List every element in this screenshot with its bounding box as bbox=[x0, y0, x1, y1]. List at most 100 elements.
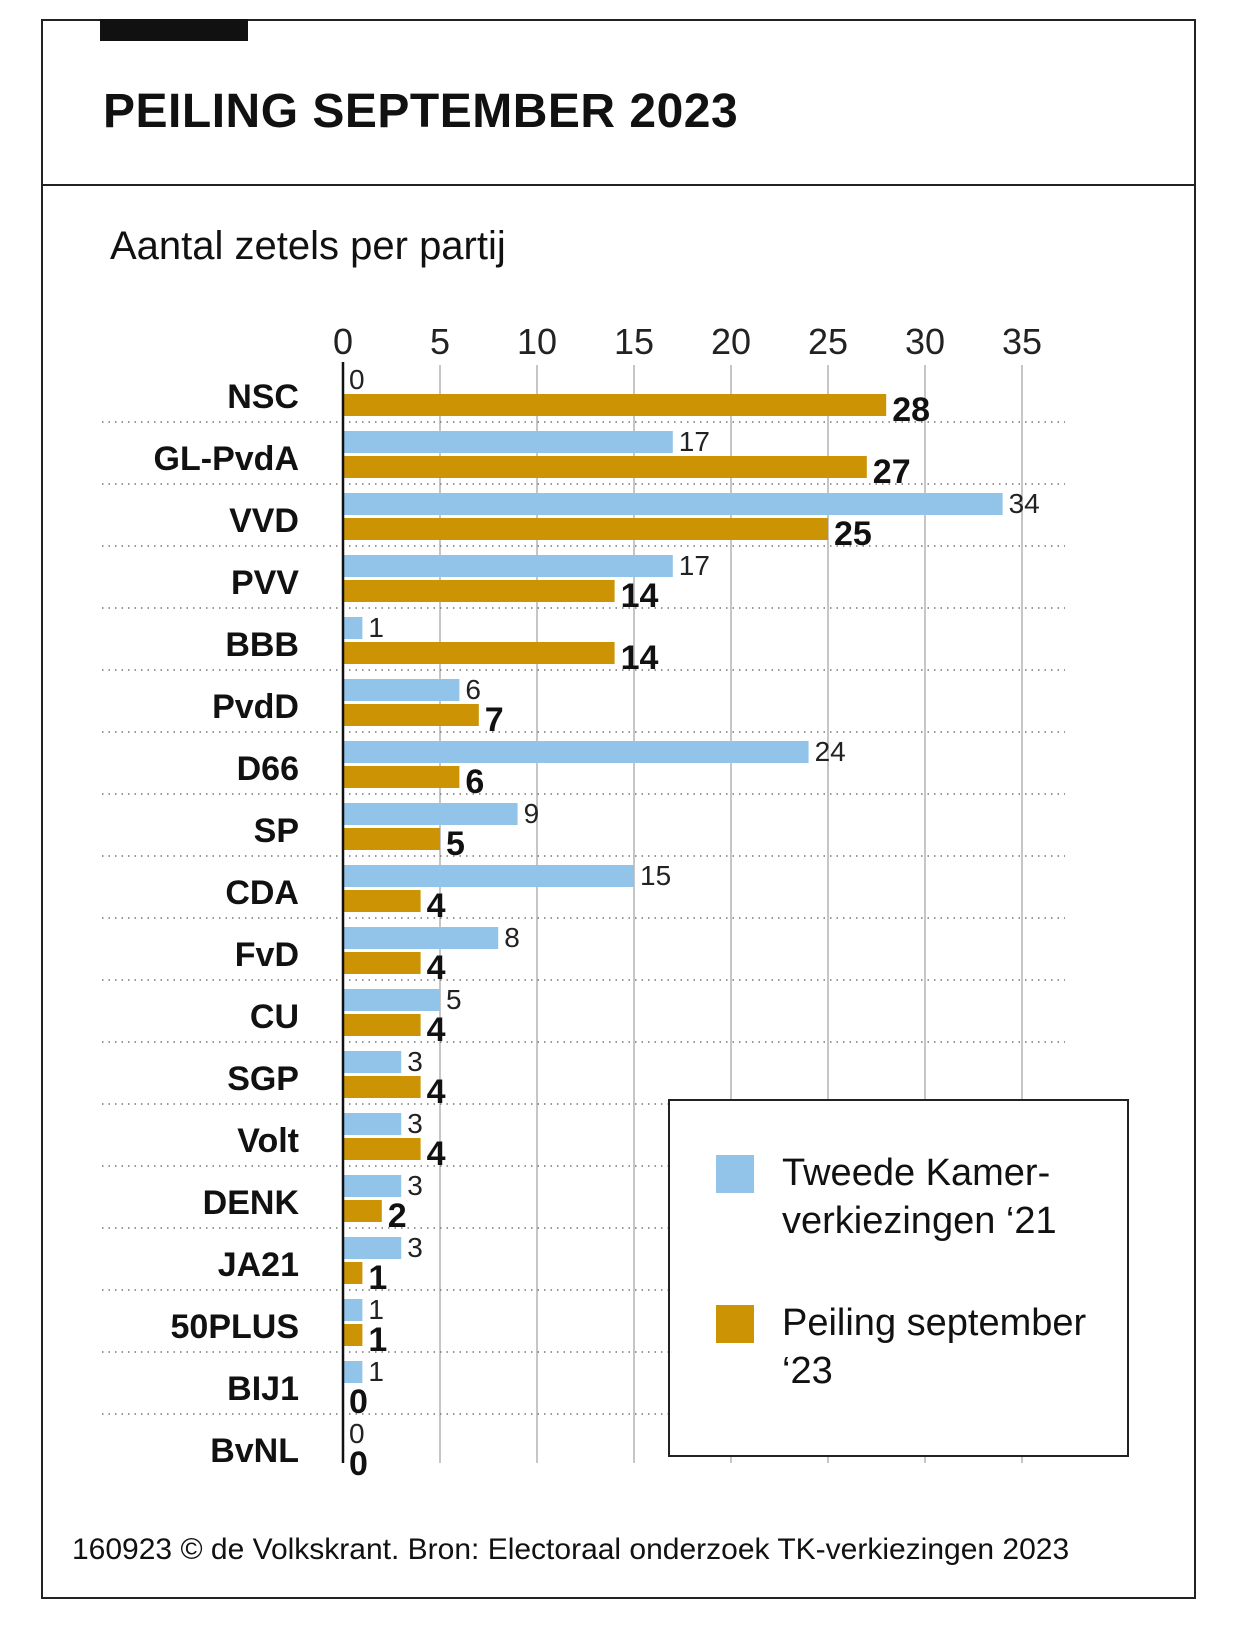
bar-peiling bbox=[343, 766, 460, 788]
x-tick-label: 0 bbox=[333, 321, 353, 362]
chart-subtitle: Aantal zetels per partij bbox=[110, 224, 506, 268]
bar-peiling bbox=[343, 518, 828, 540]
bar-tk21 bbox=[343, 1361, 363, 1383]
x-tick-label: 30 bbox=[905, 321, 945, 362]
bar-peiling bbox=[343, 1324, 363, 1346]
bar-tk21 bbox=[343, 617, 363, 639]
value-label-tk21: 17 bbox=[679, 550, 710, 581]
category-label: PVV bbox=[231, 564, 299, 602]
value-label-tk21: 0 bbox=[349, 1418, 365, 1449]
category-label: FvD bbox=[235, 936, 299, 974]
category-label: BvNL bbox=[210, 1432, 299, 1470]
category-label: D66 bbox=[237, 750, 299, 788]
x-tick-label: 25 bbox=[808, 321, 848, 362]
bar-tk21 bbox=[343, 741, 809, 763]
bar-peiling bbox=[343, 642, 615, 664]
value-label-peiling: 27 bbox=[873, 453, 911, 491]
bar-tk21 bbox=[343, 1175, 402, 1197]
x-tick-label: 35 bbox=[1002, 321, 1042, 362]
value-label-peiling: 1 bbox=[368, 1259, 387, 1297]
header-accent-bar bbox=[100, 19, 248, 41]
category-label: NSC bbox=[227, 378, 299, 416]
bar-tk21 bbox=[343, 989, 440, 1011]
category-label: VVD bbox=[229, 502, 299, 540]
value-label-tk21: 24 bbox=[815, 736, 846, 767]
legend-label-tk21: Tweede Kamer-verkiezingen ‘21 bbox=[782, 1152, 1057, 1242]
bar-tk21 bbox=[343, 1299, 363, 1321]
category-label: SGP bbox=[227, 1060, 299, 1098]
bar-tk21 bbox=[343, 865, 634, 887]
category-label: DENK bbox=[203, 1184, 300, 1222]
bar-peiling bbox=[343, 1262, 363, 1284]
bar-tk21 bbox=[343, 1237, 402, 1259]
value-label-tk21: 6 bbox=[465, 674, 481, 705]
value-label-tk21: 5 bbox=[446, 984, 462, 1015]
bar-peiling bbox=[343, 952, 421, 974]
value-label-tk21: 3 bbox=[407, 1108, 423, 1139]
legend: Tweede Kamer-verkiezingen ‘21 Peiling se… bbox=[668, 1099, 1129, 1457]
chart-frame bbox=[41, 19, 1196, 1599]
x-tick-label: 20 bbox=[711, 321, 751, 362]
value-label-peiling: 6 bbox=[465, 763, 484, 801]
bar-tk21 bbox=[343, 927, 499, 949]
value-label-peiling: 4 bbox=[427, 1073, 446, 1111]
value-label-tk21: 34 bbox=[1009, 488, 1040, 519]
category-label: CU bbox=[250, 998, 299, 1036]
value-label-peiling: 4 bbox=[427, 949, 446, 987]
value-label-peiling: 2 bbox=[388, 1197, 407, 1235]
legend-swatch-peiling bbox=[716, 1305, 754, 1343]
chart-title: PEILING SEPTEMBER 2023 bbox=[103, 85, 739, 138]
value-label-tk21: 3 bbox=[407, 1232, 423, 1263]
category-label: BBB bbox=[225, 626, 299, 664]
bar-peiling bbox=[343, 1138, 421, 1160]
value-label-peiling: 1 bbox=[368, 1321, 387, 1359]
bar-tk21 bbox=[343, 431, 673, 453]
category-label: 50PLUS bbox=[171, 1308, 300, 1346]
value-label-peiling: 0 bbox=[349, 1383, 368, 1421]
x-tick-label: 5 bbox=[430, 321, 450, 362]
bar-peiling bbox=[343, 394, 887, 416]
value-label-tk21: 17 bbox=[679, 426, 710, 457]
value-label-peiling: 4 bbox=[427, 1135, 446, 1173]
value-label-peiling: 0 bbox=[349, 1445, 368, 1483]
value-label-peiling: 7 bbox=[485, 701, 504, 739]
value-label-peiling: 28 bbox=[892, 391, 930, 429]
bar-tk21 bbox=[343, 555, 673, 577]
bar-tk21 bbox=[343, 679, 460, 701]
bar-tk21 bbox=[343, 493, 1003, 515]
value-label-tk21: 1 bbox=[368, 1294, 384, 1325]
category-label: BIJ1 bbox=[227, 1370, 299, 1408]
value-label-tk21: 1 bbox=[368, 1356, 384, 1387]
value-label-peiling: 4 bbox=[427, 1011, 446, 1049]
value-label-peiling: 25 bbox=[834, 515, 872, 553]
bar-tk21 bbox=[343, 1051, 402, 1073]
value-label-tk21: 3 bbox=[407, 1170, 423, 1201]
value-label-tk21: 8 bbox=[504, 922, 520, 953]
x-tick-label: 15 bbox=[614, 321, 654, 362]
category-label: SP bbox=[254, 812, 299, 850]
category-label: CDA bbox=[225, 874, 299, 912]
header-divider bbox=[41, 184, 1196, 186]
value-label-tk21: 15 bbox=[640, 860, 671, 891]
legend-label-peiling: Peiling september ‘23 bbox=[782, 1302, 1087, 1392]
bar-peiling bbox=[343, 1076, 421, 1098]
value-label-peiling: 14 bbox=[621, 639, 659, 677]
legend-swatch-tk21 bbox=[716, 1155, 754, 1193]
value-label-peiling: 4 bbox=[427, 887, 446, 925]
value-label-tk21: 9 bbox=[524, 798, 540, 829]
source-note: 160923 © de Volkskrant. Bron: Electoraal… bbox=[72, 1533, 1070, 1566]
bar-peiling bbox=[343, 456, 867, 478]
value-label-tk21: 3 bbox=[407, 1046, 423, 1077]
bar-peiling bbox=[343, 580, 615, 602]
bar-tk21 bbox=[343, 1113, 402, 1135]
category-label: GL-PvdA bbox=[154, 440, 299, 478]
category-label: JA21 bbox=[218, 1246, 299, 1284]
x-tick-label: 10 bbox=[517, 321, 557, 362]
value-label-peiling: 5 bbox=[446, 825, 465, 863]
bar-peiling bbox=[343, 1200, 382, 1222]
category-label: PvdD bbox=[212, 688, 299, 726]
bar-peiling bbox=[343, 890, 421, 912]
bar-tk21 bbox=[343, 803, 518, 825]
bar-peiling bbox=[343, 828, 440, 850]
